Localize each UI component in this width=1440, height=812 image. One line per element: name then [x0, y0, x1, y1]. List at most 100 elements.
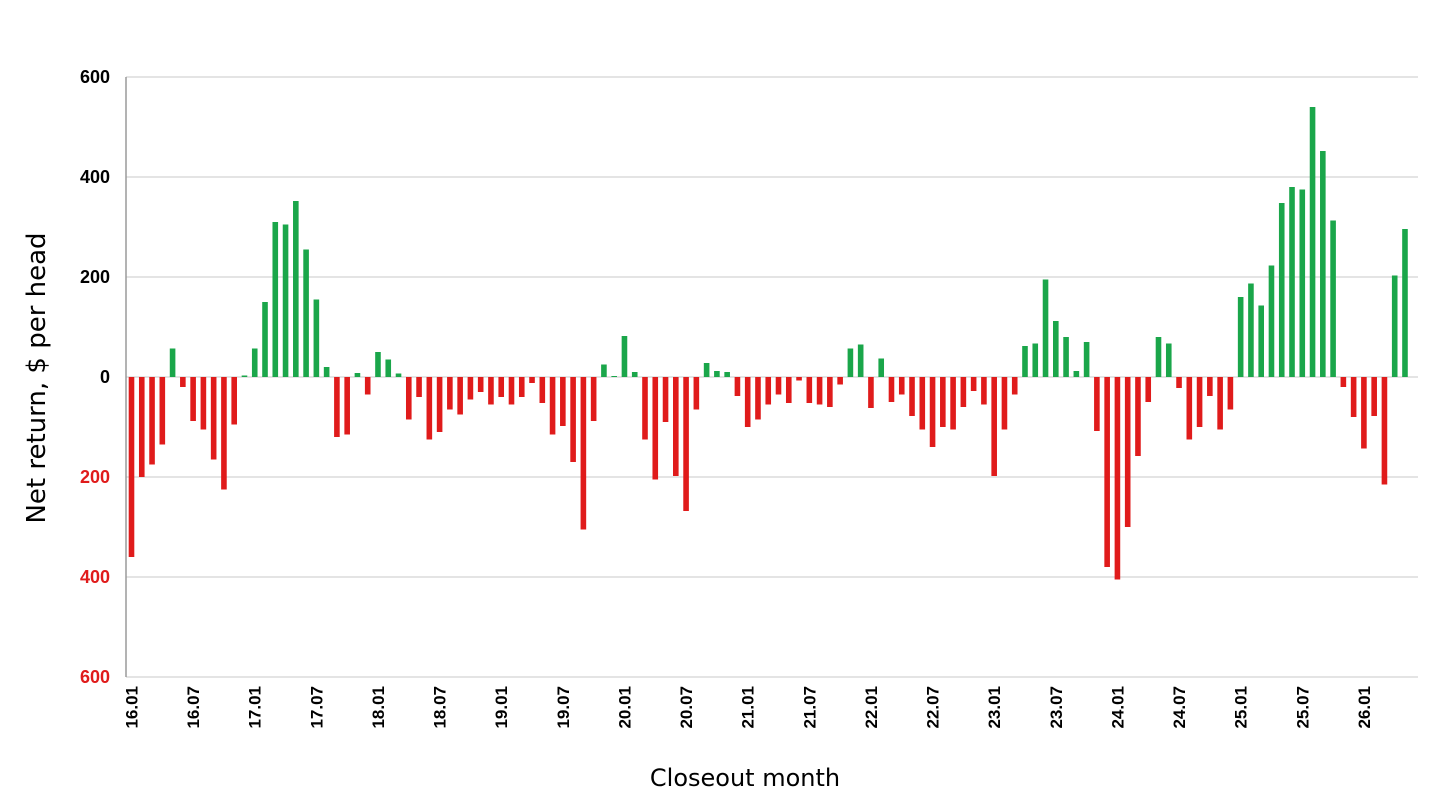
- y-tick-label: 200: [80, 267, 110, 287]
- bar: [981, 377, 987, 405]
- x-tick-label: 16.01: [123, 686, 142, 729]
- bar: [1001, 377, 1008, 430]
- bar: [1361, 377, 1367, 449]
- bar: [1320, 151, 1326, 377]
- bar: [714, 371, 720, 377]
- bar: [796, 377, 802, 381]
- bar: [662, 377, 669, 422]
- x-tick-label: 18.01: [369, 686, 388, 729]
- bar: [909, 377, 915, 416]
- bar: [1330, 220, 1336, 377]
- x-tick-label: 17.07: [307, 686, 326, 729]
- bar: [1104, 377, 1110, 567]
- bar: [313, 299, 320, 377]
- bar: [775, 377, 782, 395]
- bar: [323, 367, 330, 377]
- bar: [785, 377, 792, 403]
- bar: [1309, 107, 1316, 377]
- bar: [898, 377, 905, 395]
- bar-series: [128, 107, 1408, 580]
- bar: [508, 377, 515, 405]
- bar: [683, 377, 689, 511]
- bar: [642, 377, 648, 440]
- bar: [1053, 321, 1059, 377]
- bar: [703, 363, 710, 377]
- bar: [1196, 377, 1203, 427]
- bar: [827, 377, 833, 407]
- bar: [1381, 377, 1388, 485]
- bar: [1340, 377, 1347, 387]
- x-tick-label: 23.07: [1047, 686, 1066, 729]
- bar: [190, 377, 196, 421]
- bar: [919, 377, 926, 430]
- bar: [1217, 377, 1223, 430]
- x-tick-label: 22.07: [924, 686, 943, 729]
- bar: [1258, 305, 1264, 377]
- x-tick-label: 17.01: [246, 686, 265, 729]
- bar: [385, 359, 392, 377]
- x-axis-title: Closeout month: [650, 764, 840, 792]
- bar: [467, 377, 474, 400]
- x-tick-label: 22.01: [862, 686, 881, 729]
- bar: [1083, 342, 1090, 377]
- x-tick-label: 19.01: [492, 686, 511, 729]
- bar: [293, 201, 299, 377]
- bar: [251, 348, 258, 377]
- bar: [1299, 189, 1306, 377]
- bar: [518, 377, 525, 397]
- bar: [488, 377, 494, 405]
- x-tick-labels: 16.01 16.07 17.01 17.07 18.01 18.07 19.01 19.07…: [123, 686, 1374, 729]
- bar: [334, 377, 340, 437]
- bar: [1135, 377, 1141, 456]
- bar: [272, 222, 279, 377]
- bar: [621, 336, 628, 377]
- bar: [1042, 279, 1049, 377]
- bar: [1114, 377, 1121, 580]
- y-axis-title: Net return, $ per head: [22, 232, 52, 523]
- bar: [529, 377, 535, 383]
- x-tick-label: 25.07: [1293, 686, 1312, 729]
- bar: [395, 373, 402, 377]
- bar: [1289, 187, 1295, 377]
- bar: [806, 377, 813, 403]
- bar: [1268, 265, 1275, 377]
- bar: [1391, 275, 1398, 377]
- bar: [1248, 283, 1254, 377]
- bar: [169, 348, 176, 377]
- bar: [200, 377, 207, 430]
- x-tick-label: 26.01: [1355, 686, 1374, 729]
- x-tick-label: 25.01: [1232, 686, 1251, 729]
- y-tick-label: 600: [80, 67, 110, 87]
- x-tick-label: 20.07: [677, 686, 696, 729]
- bar: [138, 377, 145, 477]
- x-tick-label: 18.07: [431, 686, 450, 729]
- bar: [950, 377, 956, 430]
- bar: [1227, 377, 1234, 410]
- bar: [837, 377, 843, 385]
- bar: [1402, 229, 1408, 377]
- bar: [210, 377, 217, 460]
- bar: [303, 249, 309, 377]
- bar: [426, 377, 433, 440]
- bar: [1350, 377, 1357, 417]
- bar: [847, 348, 854, 377]
- bar: [1032, 343, 1039, 377]
- x-tick-label: 21.01: [739, 686, 758, 729]
- y-tick-label: 400: [80, 167, 110, 187]
- y-tick-label: 0: [100, 367, 110, 387]
- x-tick-label: 19.07: [554, 686, 573, 729]
- bar: [724, 372, 730, 377]
- bar: [477, 377, 484, 392]
- bar: [1237, 297, 1244, 377]
- bar: [1073, 371, 1080, 377]
- bar: [580, 377, 587, 530]
- bar: [590, 377, 597, 421]
- bar: [405, 377, 412, 420]
- bar: [878, 358, 885, 377]
- x-tick-label: 21.07: [800, 686, 819, 729]
- bar: [940, 377, 946, 427]
- bar: [1145, 377, 1152, 402]
- bar: [1186, 377, 1193, 440]
- bar: [447, 377, 453, 410]
